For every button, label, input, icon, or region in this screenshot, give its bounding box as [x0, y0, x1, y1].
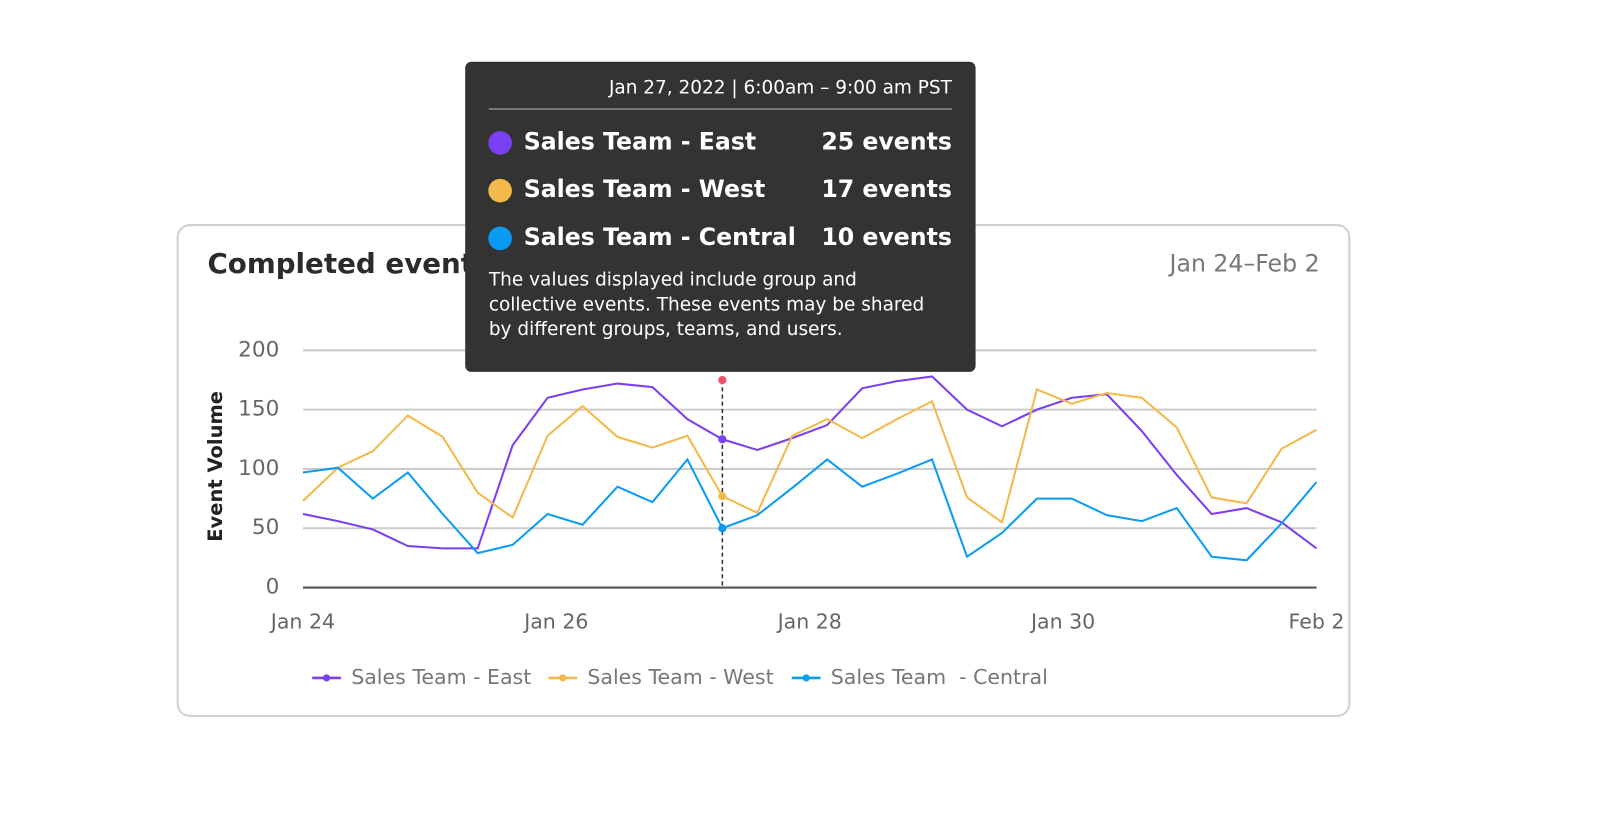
tooltip-swatch [488, 131, 512, 155]
legend-dot [559, 674, 567, 682]
tooltip-bg [465, 61, 976, 372]
hover-top-dot [718, 376, 727, 385]
tooltip-series-name: Sales Team - Central [524, 223, 796, 251]
y-tick-label: 50 [252, 515, 279, 540]
hover-point [718, 492, 727, 501]
date-range: Jan 24–Feb 2 [1168, 250, 1320, 278]
series-line [302, 388, 1318, 525]
legend-label: Sales Team - East [351, 665, 531, 689]
tooltip-series-name: Sales Team - West [524, 175, 766, 203]
tooltip: Jan 27, 2022 | 6:00am – 9:00 am PST The … [465, 61, 976, 372]
tooltip-note: The values displayed include group and c… [488, 269, 925, 341]
x-tick-label: Jan 24 [269, 609, 335, 633]
legend-dot [802, 674, 810, 682]
tooltip-series-name: Sales Team - East [524, 127, 756, 155]
tooltip-note-box: The values displayed include group and c… [488, 269, 925, 341]
hover-point [718, 435, 727, 444]
x-tick-label: Feb 2 [1289, 609, 1345, 633]
chart-title: Completed events [207, 247, 490, 280]
hover-point [718, 524, 727, 533]
x-tick-label: Jan 26 [522, 609, 588, 633]
tooltip-value: 25 events [821, 127, 952, 155]
plot: 0 50 100 150 200 Jan 24 Jan 26 Jan 28 Jan 30 Feb … [238, 337, 1344, 689]
tooltip-header: Jan 27, 2022 | 6:00am – 9:00 am PST [608, 77, 953, 98]
x-tick-label: Jan 30 [1029, 609, 1095, 633]
x-tick-label: Jan 28 [776, 609, 842, 633]
series-line [302, 375, 1318, 550]
legend-label: Sales Team - West [587, 665, 773, 689]
tooltip-swatch [488, 226, 512, 251]
series-line [302, 457, 1318, 562]
legend-dot [322, 674, 331, 682]
tooltip-swatch [488, 178, 512, 203]
y-tick-label: 150 [238, 397, 279, 422]
y-tick-label: 0 [266, 575, 280, 600]
y-tick-label: 200 [238, 337, 279, 362]
tooltip-value: 17 events [821, 175, 952, 203]
y-axis-label: Event Volume [204, 391, 227, 542]
tooltip-value: 10 events [821, 223, 952, 251]
legend-label: Sales Team - Central [831, 665, 1048, 689]
y-tick-label: 100 [238, 456, 279, 481]
